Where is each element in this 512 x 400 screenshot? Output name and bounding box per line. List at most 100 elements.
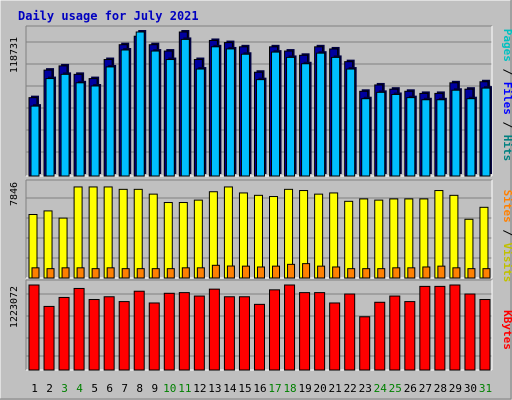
kbytes-bar — [208, 288, 220, 371]
x-tick-label: 3 — [61, 382, 68, 395]
x-tick-label: 14 — [223, 382, 237, 395]
files-bar — [286, 56, 296, 177]
legend-sep-1: / — [501, 62, 512, 82]
kbytes-bar — [419, 285, 431, 371]
x-tick-label: 5 — [91, 382, 98, 395]
x-tick-label: 26 — [404, 382, 417, 395]
legend-hits: Hits — [501, 135, 512, 162]
visits-bar — [103, 186, 113, 279]
kbytes-bar — [223, 296, 235, 371]
sites-bar — [61, 267, 70, 279]
files-bar — [301, 63, 311, 177]
kbytes-bar — [374, 301, 386, 371]
legend-kbytes: KBytes — [501, 310, 512, 350]
files-bar — [391, 93, 401, 177]
sites-bar — [121, 268, 130, 279]
files-bar — [421, 99, 431, 177]
kbytes-bar — [404, 301, 416, 371]
visits-bar — [329, 192, 339, 279]
visits-bar — [314, 193, 324, 279]
kbytes-bar — [133, 290, 145, 371]
sites-bar — [347, 268, 356, 279]
sites-bar — [317, 265, 326, 279]
visits-bar — [359, 198, 369, 279]
visits-bar — [193, 199, 203, 279]
sites-bar — [211, 264, 220, 279]
sites-bar — [392, 267, 401, 279]
kbytes-bar — [269, 289, 281, 371]
visits-bar — [148, 193, 158, 279]
files-bar — [150, 50, 160, 177]
sites-bar — [136, 268, 145, 279]
x-tick-label: 24 — [374, 382, 388, 395]
kbytes-bar — [314, 292, 326, 371]
sites-bar — [287, 263, 296, 279]
files-bar — [75, 82, 85, 177]
visits-bar — [133, 188, 143, 279]
legend-sites: Sites — [501, 190, 512, 223]
sites-bar — [76, 267, 85, 279]
sites-bar — [181, 267, 190, 279]
kbytes-bar — [178, 292, 190, 371]
legend-sep-3: / — [501, 223, 512, 243]
sites-bar — [332, 266, 341, 279]
kbytes-bar — [449, 284, 461, 371]
visits-ymax-label: 7846 — [9, 182, 20, 206]
sites-bar — [437, 265, 446, 279]
legend-sep-2: / — [501, 115, 512, 135]
visits-bar — [404, 198, 414, 279]
kbytes-bar — [284, 284, 296, 371]
visits-bar — [374, 199, 384, 279]
x-tick-label: 27 — [419, 382, 432, 395]
visits-bar — [238, 192, 248, 279]
x-tick-label: 30 — [464, 382, 477, 395]
sites-bar — [91, 268, 100, 279]
files-bar — [436, 99, 446, 177]
sites-bar — [482, 268, 491, 279]
x-axis-day-labels: 1 2 3 4 5 6 7 8 9 10 11 12 13 14 15 16 17 18 19 20 21 22 23 24 2… — [31, 382, 492, 395]
hits-panel — [25, 25, 493, 177]
files-bar — [60, 73, 70, 177]
kbytes-panel — [25, 279, 493, 371]
sites-bar — [226, 265, 235, 279]
kbytes-bar — [464, 293, 476, 371]
x-tick-label: 7 — [121, 382, 128, 395]
x-tick-label: 31 — [479, 382, 492, 395]
kbytes-bar — [389, 295, 401, 371]
kbytes-bar — [329, 302, 341, 371]
kbytes-bar — [479, 299, 491, 371]
x-tick-label: 16 — [253, 382, 266, 395]
kbytes-bar — [344, 293, 356, 371]
x-tick-label: 21 — [329, 382, 342, 395]
sites-bar — [106, 267, 115, 279]
kbytes-panel-legend: KBytes — [501, 310, 512, 350]
x-tick-label: 9 — [151, 382, 158, 395]
visits-bar — [253, 194, 263, 279]
x-tick-label: 11 — [178, 382, 191, 395]
sites-bar — [407, 267, 416, 279]
x-tick-label: 12 — [193, 382, 206, 395]
visits-bar — [223, 186, 233, 279]
kbytes-bar — [88, 299, 100, 371]
hits-ymax-label: 118731 — [9, 37, 20, 73]
kbytes-bar — [58, 296, 70, 371]
kbytes-bar — [193, 295, 205, 371]
kbytes-bar — [118, 301, 130, 371]
x-tick-label: 6 — [106, 382, 113, 395]
x-tick-label: 2 — [46, 382, 53, 395]
sites-bar — [241, 265, 250, 279]
kbytes-bar — [238, 296, 250, 371]
chart-title: Daily usage for July 2021 — [18, 9, 199, 23]
files-bar — [346, 68, 356, 177]
visits-bar — [479, 206, 489, 279]
legend-pages: Pages — [501, 29, 512, 62]
kbytes-bar — [163, 292, 175, 371]
files-bar — [255, 79, 265, 177]
files-bar — [481, 87, 491, 177]
kbytes-bar — [253, 303, 265, 371]
files-bar — [30, 105, 40, 177]
x-tick-label: 18 — [283, 382, 296, 395]
x-tick-label: 13 — [208, 382, 221, 395]
kbytes-bar — [359, 316, 371, 371]
